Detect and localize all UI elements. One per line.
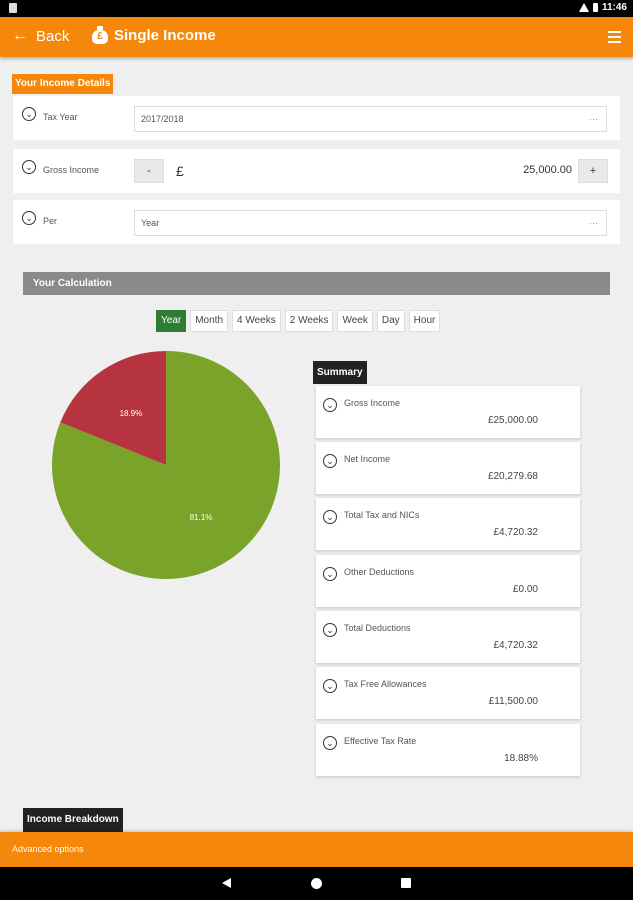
chevron-down-icon[interactable]: ⌄ xyxy=(323,679,337,693)
period-tab-year[interactable]: Year xyxy=(156,310,187,332)
income-breakdown-tag: Income Breakdown xyxy=(23,808,123,832)
advanced-options-bar[interactable]: Advanced options xyxy=(0,832,633,867)
per-select[interactable]: Year ··· xyxy=(134,210,607,236)
period-tab-month[interactable]: Month xyxy=(190,310,229,332)
nav-back-icon[interactable] xyxy=(222,878,231,888)
summary-label: Gross Income xyxy=(344,398,401,408)
arrow-left-icon: ← xyxy=(12,27,28,44)
summary-item: ⌄ Total Deductions £4,720.32 xyxy=(316,611,580,663)
gross-income-input[interactable]: 25,000.00 xyxy=(523,164,572,176)
back-label: Back xyxy=(36,27,70,45)
gross-income-row: ⌄ Gross Income - £ 25,000.00 + xyxy=(13,149,620,193)
chevron-down-icon[interactable]: ⌄ xyxy=(22,107,36,121)
summary-item: ⌄ Total Tax and NICs £4,720.32 xyxy=(316,498,580,550)
summary-label: Net Income xyxy=(344,454,391,464)
summary-value: £0.00 xyxy=(512,584,538,595)
period-tab-week[interactable]: Week xyxy=(337,310,373,332)
tax-year-select[interactable]: 2017/2018 ··· xyxy=(134,106,607,132)
battery-icon xyxy=(592,3,598,12)
currency-symbol: £ xyxy=(176,163,184,179)
summary-value: 18.88% xyxy=(504,753,538,764)
more-icon: ··· xyxy=(589,218,598,228)
summary-item: ⌄ Gross Income £25,000.00 xyxy=(316,386,580,438)
back-button[interactable]: ← Back xyxy=(12,27,69,45)
pie-slice-label: 18.9% xyxy=(120,409,143,418)
summary-label: Effective Tax Rate xyxy=(344,736,417,746)
summary-value: £4,720.32 xyxy=(493,527,539,538)
tax-year-label: Tax Year xyxy=(43,112,78,122)
pie-slice xyxy=(60,351,166,465)
period-tab-hour[interactable]: Hour xyxy=(408,310,441,332)
summary-label: Other Deductions xyxy=(344,567,415,577)
app-bar: ← Back £ Single Income xyxy=(0,17,633,57)
summary-value: £25,000.00 xyxy=(487,415,538,426)
chevron-down-icon[interactable]: ⌄ xyxy=(323,623,337,637)
signal-icon xyxy=(578,3,589,12)
status-time: 11:46 xyxy=(601,2,627,13)
more-icon: ··· xyxy=(589,114,598,124)
navigation-bar xyxy=(0,867,633,900)
gross-income-label: Gross Income xyxy=(43,165,100,175)
sim-card-icon xyxy=(9,3,17,13)
title-label: Single Income xyxy=(114,26,216,44)
increment-button[interactable]: + xyxy=(578,159,608,183)
pie-slice-label: 81.1% xyxy=(190,513,213,522)
period-tab-2-weeks[interactable]: 2 Weeks xyxy=(284,310,334,332)
chevron-down-icon[interactable]: ⌄ xyxy=(323,567,337,581)
per-value: Year xyxy=(141,218,160,228)
per-label: Per xyxy=(43,216,58,226)
tax-year-value: 2017/2018 xyxy=(141,114,184,124)
period-tabs: Year Month 4 Weeks 2 Weeks Week Day Hour xyxy=(156,310,441,332)
money-bag-icon: £ xyxy=(92,26,108,44)
menu-icon[interactable] xyxy=(608,31,621,46)
period-tab-day[interactable]: Day xyxy=(376,310,405,332)
summary-label: Total Deductions xyxy=(344,623,411,633)
summary-value: £4,720.32 xyxy=(493,640,539,651)
nav-home-icon[interactable] xyxy=(311,878,322,889)
summary-item: ⌄ Other Deductions £0.00 xyxy=(316,555,580,607)
income-pie-chart: 81.1% 18.9% xyxy=(52,351,280,579)
chevron-down-icon[interactable]: ⌄ xyxy=(323,454,337,468)
summary-value: £20,279.68 xyxy=(487,471,538,482)
summary-label: Tax Free Allowances xyxy=(344,679,427,689)
chevron-down-icon[interactable]: ⌄ xyxy=(323,398,337,412)
chevron-down-icon[interactable]: ⌄ xyxy=(323,510,337,524)
nav-recents-icon[interactable] xyxy=(401,878,411,888)
summary-item: ⌄ Tax Free Allowances £11,500.00 xyxy=(316,667,580,719)
tax-year-row: ⌄ Tax Year 2017/2018 ··· xyxy=(13,96,620,140)
summary-item: ⌄ Effective Tax Rate 18.88% xyxy=(316,724,580,776)
summary-label: Total Tax and NICs xyxy=(344,510,420,520)
summary-item: ⌄ Net Income £20,279.68 xyxy=(316,442,580,494)
page-title: £ Single Income xyxy=(92,26,216,44)
summary-tag: Summary xyxy=(313,361,367,384)
chevron-down-icon[interactable]: ⌄ xyxy=(22,160,36,174)
status-bar: 11:46 xyxy=(0,0,633,17)
chevron-down-icon[interactable]: ⌄ xyxy=(323,736,337,750)
per-row: ⌄ Per Year ··· xyxy=(13,200,620,244)
decrement-button[interactable]: - xyxy=(134,159,164,183)
calculation-header: Your Calculation xyxy=(23,272,610,295)
summary-value: £11,500.00 xyxy=(488,696,538,707)
chevron-down-icon[interactable]: ⌄ xyxy=(22,211,36,225)
income-details-tag: Your Income Details xyxy=(12,74,114,94)
period-tab-4-weeks[interactable]: 4 Weeks xyxy=(232,310,281,332)
